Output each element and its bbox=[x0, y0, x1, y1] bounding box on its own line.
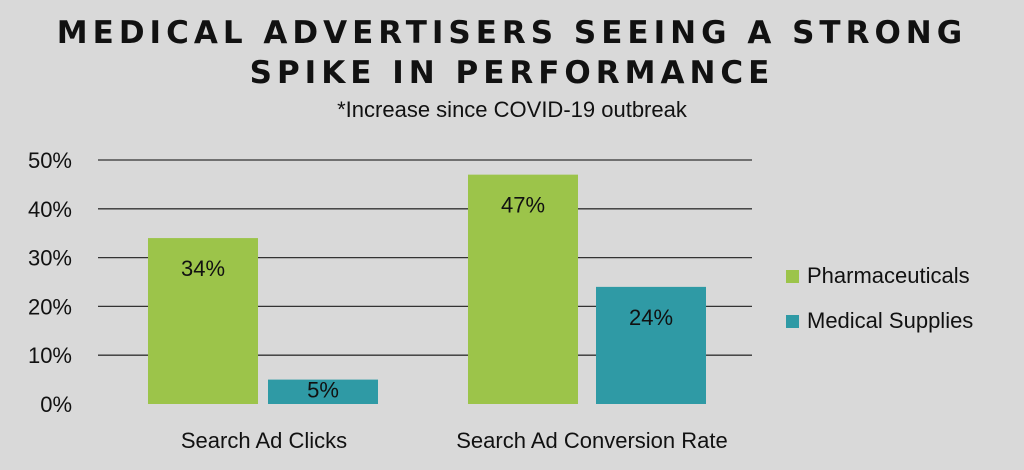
legend-label-medical-supplies: Medical Supplies bbox=[807, 308, 974, 333]
chart-title-line-2: SPIKE IN PERFORMANCE bbox=[249, 55, 775, 91]
legend-swatch-pharmaceuticals bbox=[786, 269, 799, 283]
legend-label-pharmaceuticals: Pharmaceuticals bbox=[807, 263, 970, 288]
bar-pharmaceuticals-search-ad-conversion-rate bbox=[468, 174, 578, 404]
x-category-label-search-ad-clicks: Search Ad Clicks bbox=[181, 428, 347, 453]
y-tick-label-20: 20% bbox=[28, 294, 72, 319]
chart-title-line-1: MEDICAL ADVERTISERS SEEING A STRONG bbox=[56, 15, 968, 51]
y-tick-label-0: 0% bbox=[40, 392, 72, 417]
x-category-label-search-ad-conversion-rate: Search Ad Conversion Rate bbox=[456, 428, 728, 453]
y-tick-label-50: 50% bbox=[28, 148, 72, 173]
y-tick-label-40: 40% bbox=[28, 197, 72, 222]
chart-subtitle: *Increase since COVID-19 outbreak bbox=[337, 97, 687, 122]
bar-medical-supplies-search-ad-clicks bbox=[268, 379, 378, 404]
y-tick-label-10: 10% bbox=[28, 343, 72, 368]
legend-swatch-medical-supplies bbox=[786, 314, 799, 328]
legend: Pharmaceuticals Medical Supplies bbox=[786, 262, 973, 352]
legend-item-pharmaceuticals: Pharmaceuticals bbox=[786, 262, 973, 290]
bar-pharmaceuticals-search-ad-clicks bbox=[148, 238, 258, 404]
legend-item-medical-supplies: Medical Supplies bbox=[786, 307, 973, 335]
bar-medical-supplies-search-ad-conversion-rate bbox=[596, 286, 706, 404]
y-tick-label-30: 30% bbox=[28, 246, 72, 271]
data-label-pharmaceuticals-search-ad-clicks: 34% bbox=[181, 256, 225, 281]
data-label-medical-supplies-search-ad-clicks: 5% bbox=[307, 378, 339, 403]
data-label-pharmaceuticals-search-ad-conversion-rate: 47% bbox=[501, 193, 545, 218]
data-label-medical-supplies-search-ad-conversion-rate: 24% bbox=[629, 305, 673, 330]
